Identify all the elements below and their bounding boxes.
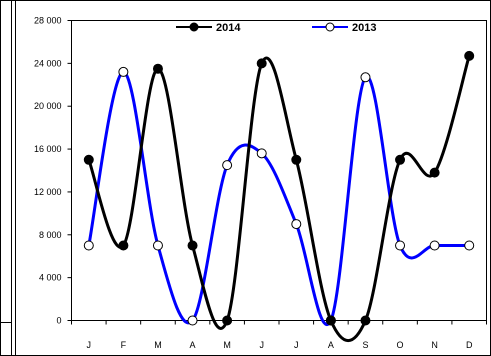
series-2013-point: [360, 72, 371, 83]
legend-2014-label: 2014: [216, 22, 241, 34]
x-tick-label: S: [362, 340, 368, 350]
x-tick-label: O: [397, 340, 404, 350]
series-2013-point: [222, 160, 233, 171]
series-2014-point: [152, 63, 163, 74]
x-tick-label: J: [294, 340, 299, 350]
legend: 2014 2013: [176, 22, 376, 34]
series-2013-point: [256, 148, 267, 159]
x-tick-label: F: [121, 340, 127, 350]
y-tick-label: 28 000: [34, 16, 62, 26]
x-tick-label: J: [87, 340, 92, 350]
x-tick-label: A: [190, 340, 196, 350]
x-tick-label: J: [259, 340, 264, 350]
series-2014-point: [83, 154, 94, 165]
x-tick-label: D: [466, 340, 473, 350]
legend-2014-marker: [189, 22, 199, 32]
y-tick-label: 20 000: [34, 101, 62, 111]
y-tick-label: 24 000: [34, 58, 62, 68]
x-tick-label: N: [431, 340, 438, 350]
series-layer: [83, 50, 475, 342]
series-2014-point: [464, 50, 475, 61]
series-2013-point: [429, 240, 440, 251]
series-2014-point: [429, 167, 440, 178]
series-2014-point: [118, 240, 129, 251]
x-tick-label: A: [328, 340, 334, 350]
series-2013-point: [152, 240, 163, 251]
series-2014-line: [87, 55, 471, 342]
series-2014-point: [256, 58, 267, 69]
series-2014-point: [325, 315, 336, 326]
y-tick-label: 16 000: [34, 144, 62, 154]
series-2013-point: [83, 240, 94, 251]
series-2013-point: [395, 240, 406, 251]
series-2014-point: [360, 315, 371, 326]
legend-2013-label: 2013: [352, 22, 376, 34]
series-2013-point: [464, 240, 475, 251]
series-2013-point: [291, 219, 302, 230]
series-2014-point: [222, 315, 233, 326]
legend-2013-marker: [325, 22, 335, 32]
y-axis: 0 4 000 8 000 12 000 16 000 20 000 24 000 28 00…: [34, 16, 72, 326]
x-tick-label: M: [223, 340, 231, 350]
x-tick-label: M: [154, 340, 162, 350]
series-2013-line: [87, 70, 470, 326]
y-tick-label: 8 000: [39, 230, 62, 240]
y-tick-label: 4 000: [39, 273, 62, 283]
y-tick-label: 0: [56, 316, 61, 326]
series-2014-point: [395, 154, 406, 165]
y-tick-label: 12 000: [34, 187, 62, 197]
series-2014-point: [187, 240, 198, 251]
series-2014-point: [291, 154, 302, 165]
series-2013-point: [118, 66, 129, 77]
series-2013-point: [187, 315, 198, 326]
